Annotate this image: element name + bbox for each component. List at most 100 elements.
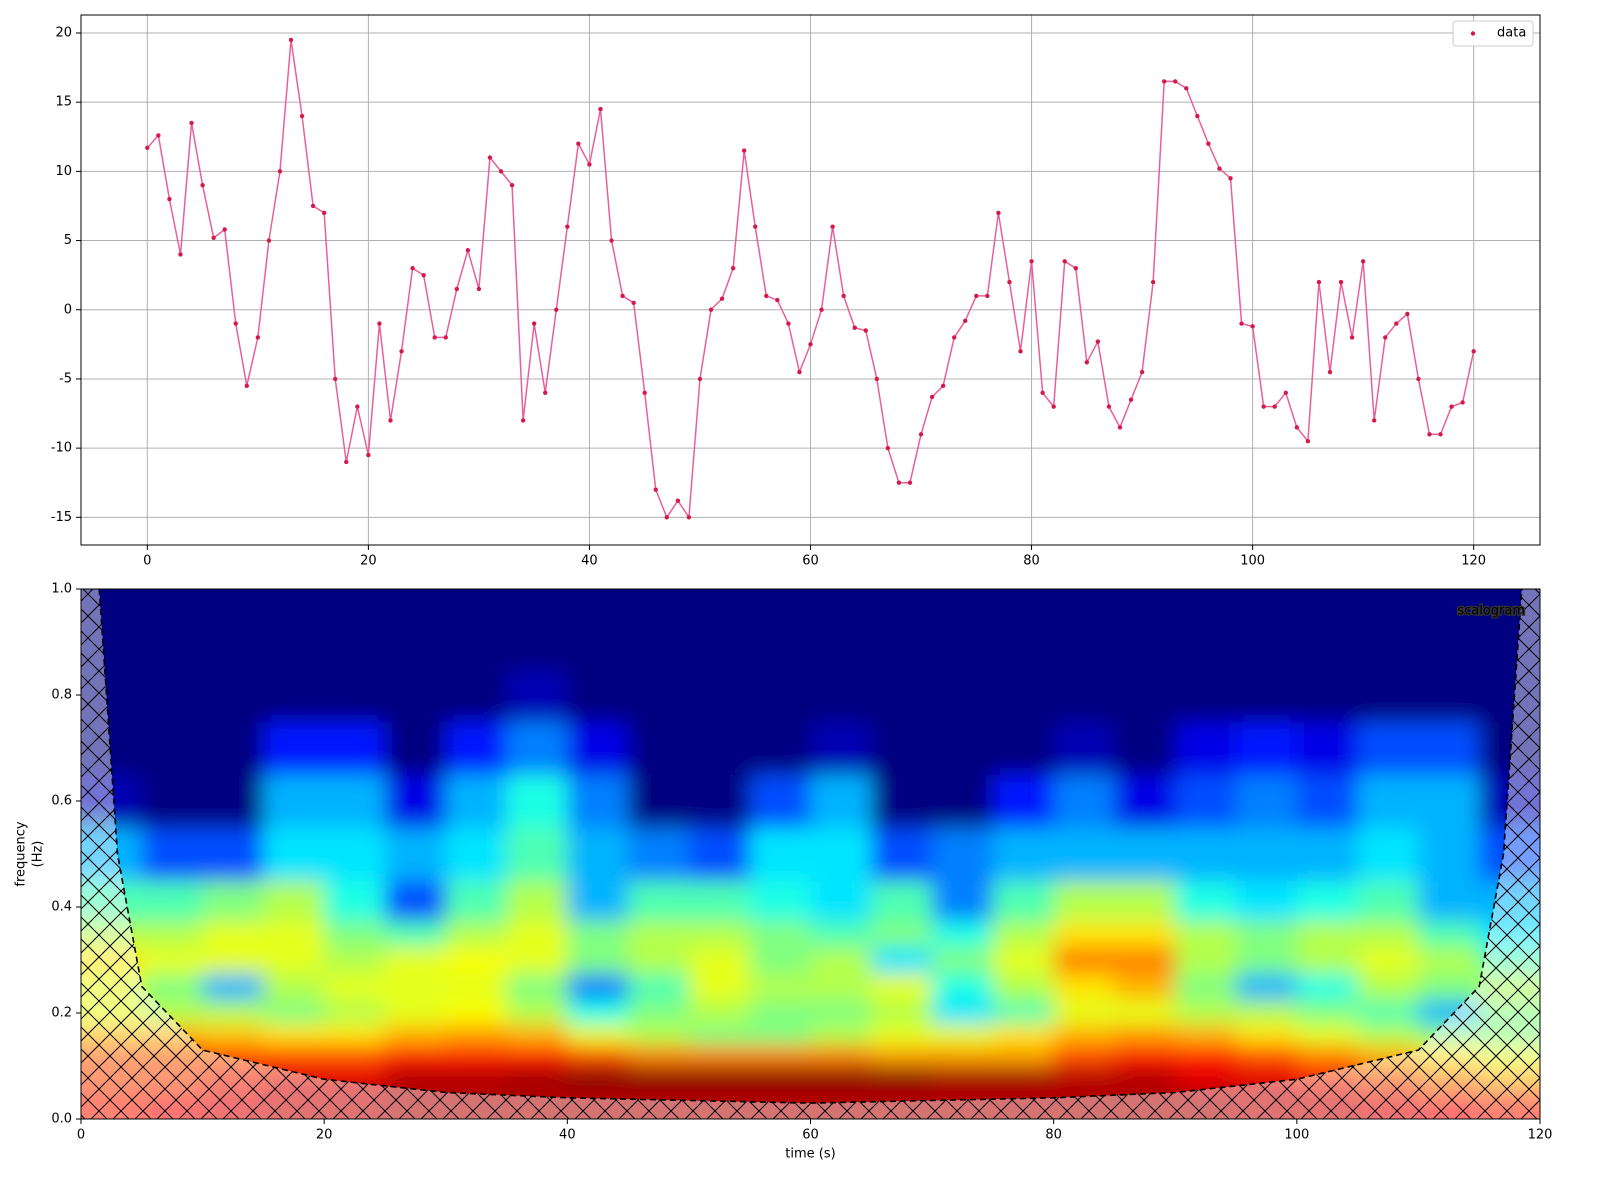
data-point bbox=[233, 321, 238, 326]
heatmap-cell bbox=[810, 973, 872, 1001]
heatmap-cell bbox=[749, 973, 811, 1001]
heatmap-cell bbox=[1053, 880, 1115, 921]
heatmap-cell bbox=[628, 1044, 690, 1067]
heatmap-cell bbox=[810, 827, 872, 881]
y-tick-label: 20 bbox=[55, 25, 72, 40]
heatmap-cell bbox=[1053, 1044, 1115, 1067]
heatmap-cell bbox=[263, 880, 325, 921]
data-point bbox=[1139, 369, 1145, 375]
heatmap-cell bbox=[810, 999, 872, 1025]
data-point bbox=[565, 224, 570, 229]
data-point bbox=[222, 227, 227, 232]
data-point bbox=[587, 162, 592, 167]
heatmap-cell bbox=[1175, 1066, 1237, 1088]
data-point bbox=[697, 376, 703, 382]
heatmap-cell bbox=[932, 973, 994, 1001]
data-point bbox=[609, 238, 614, 243]
data-point bbox=[531, 321, 537, 326]
heatmap-cell bbox=[506, 999, 568, 1025]
heatmap-cell bbox=[932, 721, 994, 775]
x-tick-label: 100 bbox=[1284, 1128, 1309, 1143]
data-point bbox=[1084, 360, 1090, 365]
heatmap-cell bbox=[202, 668, 264, 722]
heatmap-cell bbox=[749, 1044, 811, 1067]
heatmap-cell bbox=[384, 946, 447, 974]
heatmap-cell bbox=[688, 721, 751, 775]
data-point bbox=[1272, 404, 1277, 409]
heatmap-cell bbox=[749, 920, 811, 948]
data-point bbox=[1051, 404, 1056, 409]
heatmap-cell bbox=[324, 668, 386, 722]
data-point bbox=[355, 404, 360, 409]
y-tick-label: 0.8 bbox=[51, 688, 72, 703]
heatmap-cell bbox=[1296, 774, 1359, 828]
heatmap-cell bbox=[1236, 946, 1298, 974]
heatmap-cell bbox=[749, 774, 811, 828]
data-point bbox=[520, 418, 526, 423]
heatmap-cell bbox=[871, 1066, 933, 1088]
heatmap-cell bbox=[688, 668, 751, 722]
heatmap-cell bbox=[567, 827, 629, 881]
x-tick-label: 80 bbox=[1023, 554, 1040, 569]
heatmap-cell bbox=[567, 880, 629, 921]
data-point bbox=[764, 293, 769, 299]
heatmap-cell bbox=[1296, 1044, 1359, 1067]
data-point bbox=[1372, 418, 1377, 423]
data-point bbox=[277, 169, 283, 174]
heatmap-cell bbox=[688, 1066, 751, 1088]
heatmap-cell bbox=[688, 827, 751, 881]
data-point bbox=[1161, 79, 1167, 84]
heatmap-cell bbox=[688, 774, 751, 828]
heatmap-cell bbox=[324, 999, 386, 1025]
heatmap-cell bbox=[628, 973, 690, 1001]
heatmap-cell bbox=[324, 973, 386, 1001]
heatmap-cell bbox=[506, 721, 568, 775]
heatmap-cell bbox=[1053, 1023, 1115, 1046]
data-point bbox=[1449, 404, 1454, 409]
data-point bbox=[753, 224, 758, 229]
heatmap-cell bbox=[263, 1044, 325, 1067]
heatmap-cell bbox=[506, 920, 568, 948]
heatmap-cell bbox=[1296, 999, 1359, 1025]
heatmap-cell bbox=[506, 880, 568, 921]
heatmap-cell bbox=[749, 880, 811, 921]
heatmap-cell bbox=[506, 973, 568, 1001]
data-point bbox=[996, 210, 1001, 216]
data-point bbox=[1195, 113, 1200, 119]
heatmap-cell bbox=[567, 946, 629, 974]
data-point bbox=[454, 286, 460, 292]
heatmap-cell bbox=[932, 999, 994, 1025]
heatmap-cell bbox=[567, 920, 629, 948]
data-point bbox=[1018, 349, 1023, 354]
heatmap-cell bbox=[1236, 589, 1298, 669]
data-point bbox=[344, 459, 349, 465]
heatmap-cell bbox=[688, 880, 751, 921]
heatmap-cell bbox=[1053, 999, 1115, 1025]
heatmap-cell bbox=[871, 1023, 933, 1046]
heatmap-cell bbox=[871, 1087, 933, 1119]
y-tick-label: 0.4 bbox=[51, 900, 72, 915]
data-point bbox=[1217, 166, 1222, 171]
data-point bbox=[1360, 259, 1366, 264]
heatmap-cell bbox=[871, 999, 933, 1025]
heatmap-cell bbox=[141, 721, 204, 775]
heatmap-cell bbox=[445, 1023, 508, 1046]
data-point bbox=[1062, 259, 1067, 264]
heatmap-cell bbox=[810, 589, 872, 669]
data-point bbox=[1460, 400, 1465, 405]
heatmap-cell bbox=[992, 589, 1055, 669]
data-point bbox=[642, 390, 647, 395]
heatmap-cell bbox=[324, 774, 386, 828]
heatmap-cell bbox=[567, 1023, 629, 1046]
data-point bbox=[963, 318, 968, 324]
legend-marker bbox=[1470, 31, 1476, 36]
heatmap-cell bbox=[324, 1023, 386, 1046]
heatmap-cell bbox=[810, 1044, 872, 1067]
heatmap-cell bbox=[263, 774, 325, 828]
data-point bbox=[653, 487, 658, 492]
heatmap-cell bbox=[1418, 721, 1480, 775]
x-tick-label: 20 bbox=[360, 554, 377, 569]
heatmap-cell bbox=[871, 721, 933, 775]
heatmap-cell bbox=[932, 774, 994, 828]
heatmap-cell bbox=[628, 668, 690, 722]
